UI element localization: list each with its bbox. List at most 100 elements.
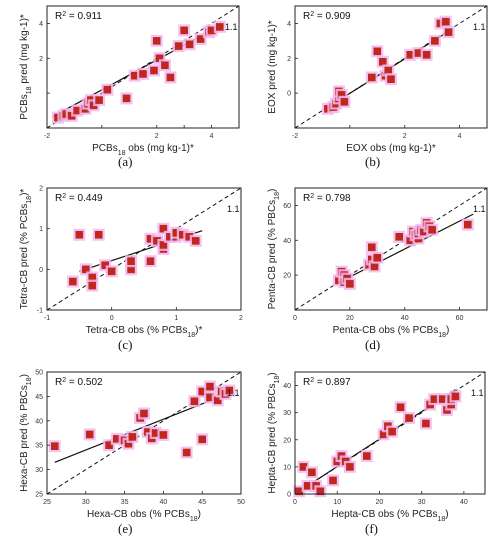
data-point — [152, 37, 161, 45]
plot-frame — [294, 5, 488, 129]
data-point — [368, 73, 376, 82]
y-tick-label: 4 — [39, 21, 43, 28]
data-point — [216, 23, 224, 31]
data-point — [225, 386, 234, 395]
data-point — [113, 435, 121, 443]
data-point — [308, 468, 316, 477]
data-point — [182, 448, 191, 457]
panel-1-chart: -2 2 4 2 4 R2 = 0.911 1.1 PCBs18 obs (mg kg-1)*… — [19, 5, 240, 157]
data-point — [101, 261, 109, 270]
data-point — [159, 431, 168, 439]
data-point — [395, 233, 404, 241]
y-tick-label: 0 — [39, 267, 43, 274]
panel-3-chart: -1 0 1 2 -1 0 1 2 R2 = 0.449 1.1 Tetra-CB obs (% P… — [19, 186, 243, 339]
x-axis-label: EOX obs (mg kg-1)* — [346, 143, 436, 154]
reference-line-label: 1.1 — [225, 22, 238, 32]
data-point — [172, 228, 181, 237]
data-point — [190, 397, 199, 406]
data-point — [206, 393, 214, 402]
data-point — [378, 57, 387, 66]
y-tick-label: 1 — [39, 226, 43, 233]
x-tick-label: 30 — [418, 499, 426, 506]
data-point — [174, 42, 183, 50]
x-tick-label: 0 — [293, 315, 297, 322]
x-tick-label: 20 — [376, 499, 384, 506]
x-tick-label: 25 — [43, 499, 51, 506]
y-tick-label: 20 — [283, 273, 291, 280]
data-point — [103, 85, 112, 94]
reference-line-1-1 — [47, 188, 241, 310]
data-point — [198, 387, 206, 396]
regression-line — [335, 213, 474, 285]
data-point — [85, 430, 94, 439]
data-point — [140, 409, 148, 418]
data-point — [146, 235, 155, 243]
data-point — [88, 273, 97, 282]
y-tick-label: 40 — [35, 418, 43, 425]
y-axis-label: EOX pred (mg kg-1)* — [267, 20, 278, 113]
data-point — [166, 233, 174, 241]
data-point — [405, 414, 413, 422]
y-tick-label: 40 — [283, 238, 291, 245]
data-point — [139, 70, 147, 78]
x-axis-label: PCBs18 obs (mg kg-1)* — [92, 143, 194, 157]
panel-5-chart: 25 30 35 40 45 50 25 30 35 40 45 50 R2 = 0.502 1.1 Hex… — [19, 370, 245, 523]
data-point — [185, 40, 194, 49]
r-squared-label: R2 = 0.798 — [303, 193, 351, 205]
data-point — [180, 26, 188, 35]
x-tick-label: 20 — [346, 315, 354, 322]
x-tick-label: 30 — [82, 499, 90, 506]
x-tick-label: 1 — [174, 315, 178, 322]
data-point — [379, 430, 388, 439]
x-axis-label: Tetra-CB obs (% PCBs18)* — [86, 325, 203, 339]
data-point — [155, 54, 164, 63]
reference-line-1-1 — [295, 188, 487, 310]
data-point — [150, 66, 158, 75]
plot-frame — [294, 187, 488, 311]
data-point — [130, 71, 139, 80]
r-squared-label: R2 = 0.502 — [55, 377, 103, 389]
data-point — [146, 257, 155, 265]
y-tick-label: 0 — [287, 492, 291, 499]
data-point — [166, 73, 175, 82]
data-point — [95, 96, 103, 104]
y-tick-label: 40 — [283, 383, 291, 390]
x-tick-label: -1 — [44, 315, 50, 322]
data-point — [144, 428, 152, 436]
data-point — [373, 253, 382, 262]
r-squared-label: R2 = 0.909 — [303, 11, 351, 23]
y-tick-label: 2 — [39, 56, 43, 63]
x-tick-label: 4 — [458, 133, 462, 140]
data-point — [337, 91, 346, 99]
x-tick-label: 40 — [160, 499, 168, 506]
data-point — [159, 241, 168, 249]
data-point — [153, 237, 161, 245]
y-tick-label: 30 — [283, 410, 291, 417]
reference-line-label: 1.1 — [227, 204, 240, 214]
x-tick-label: 0 — [110, 315, 114, 322]
y-tick-label: 45 — [35, 394, 43, 401]
r-squared-label: R2 = 0.449 — [55, 193, 103, 205]
x-tick-label: 35 — [121, 499, 129, 506]
data-point — [346, 463, 354, 471]
x-axis-label: Hepta-CB obs (% PCBs18) — [331, 509, 448, 523]
reference-line-label: 1.1 — [473, 204, 486, 214]
data-point — [451, 392, 460, 401]
y-tick-label: 60 — [283, 203, 291, 210]
data-point — [75, 230, 84, 239]
data-point — [213, 396, 222, 405]
y-axis-label: PCBs18 pred (mg kg-1)* — [19, 14, 33, 120]
data-point — [191, 237, 200, 245]
panel-letter: (d) — [365, 337, 381, 352]
data-point — [464, 220, 472, 229]
data-point — [122, 94, 131, 103]
data-point — [362, 452, 371, 460]
data-point — [207, 26, 216, 35]
data-point — [388, 427, 396, 436]
y-tick-label: -1 — [37, 308, 43, 315]
panel-2-chart: -2 2 4 0 2 4 R2 = 0.909 1.1 EOX obs (mg kg-1)* EO… — [267, 5, 488, 154]
data-point — [127, 257, 135, 265]
plot-frame — [46, 187, 242, 311]
data-point — [179, 230, 187, 239]
